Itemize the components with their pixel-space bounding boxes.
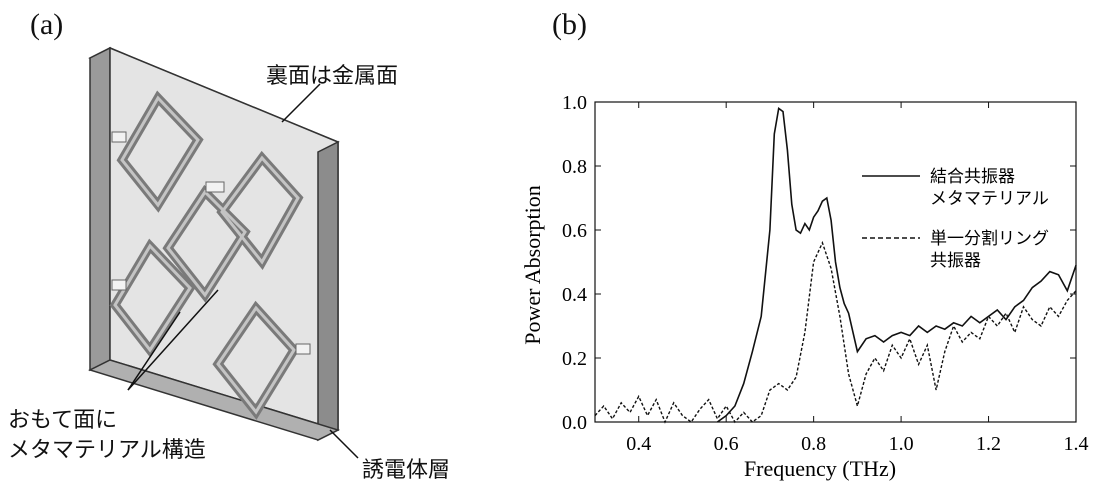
x-tick-label-2: 0.8 <box>801 433 826 455</box>
legend-label-0-line2: メタマテリアル <box>930 189 1049 208</box>
legend-label-0-line1: 結合共振器 <box>930 167 1015 186</box>
x-axis-label: Frequency (THz) <box>744 456 896 481</box>
chart-axes: 0.4 0.6 0.8 1.0 1.2 1.4 0.0 0.2 0.4 0.6 0.8 1.0 <box>562 92 1089 455</box>
x-tick-label-5: 1.4 <box>1064 433 1089 455</box>
x-tick-label-3: 1.0 <box>889 433 914 455</box>
y-tick-label-0: 0.0 <box>562 412 587 434</box>
resonator-gaps <box>111 131 311 355</box>
chart-series <box>594 106 1077 424</box>
callout-line-dielectric <box>329 429 359 459</box>
y-tick-label-5: 1.0 <box>562 92 587 114</box>
panel-a-label: (a) <box>30 8 64 41</box>
panel-b-label: (b) <box>552 8 587 41</box>
x-tick-label-4: 1.2 <box>976 433 1001 455</box>
resonator-array-highlight <box>113 95 300 415</box>
slab-bottom-face <box>87 359 341 441</box>
callout-line-front-2 <box>127 311 181 391</box>
y-tick-label-1: 0.2 <box>562 348 587 370</box>
callout-line-front-1 <box>127 289 219 391</box>
callout-line-back <box>281 83 321 123</box>
callout-back-metal: 裏面は金属面 <box>266 64 399 89</box>
plot-frame <box>594 101 1077 423</box>
x-tick-label-0: 0.4 <box>626 433 651 455</box>
y-tick-label-2: 0.4 <box>562 284 587 306</box>
legend-label-1-line2: 共振器 <box>930 251 981 270</box>
metamaterial-diagram <box>87 46 359 459</box>
series-line-1 <box>594 240 1077 424</box>
callout-front-structure-line1: おもて面に <box>8 408 118 433</box>
x-tick-label-1: 0.6 <box>714 433 739 455</box>
callout-dielectric: 誘電体層 <box>362 458 451 483</box>
series-line-0 <box>716 106 1077 423</box>
callout-front-structure-line2: メタマテリアル構造 <box>8 438 206 463</box>
y-axis-label: Power Absorption <box>520 185 545 345</box>
y-tick-label-4: 0.8 <box>562 156 587 178</box>
y-tick-label-3: 0.6 <box>562 220 587 242</box>
legend-label-1-line1: 単一分割リング <box>930 229 1049 248</box>
